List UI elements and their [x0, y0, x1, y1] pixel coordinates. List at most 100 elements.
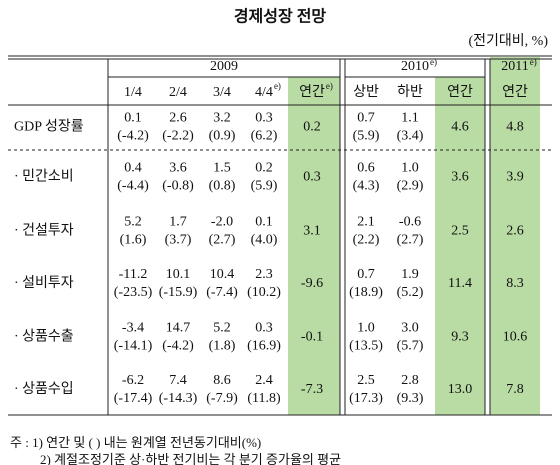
row-label: · 설비투자	[14, 275, 74, 291]
row-label: · 건설투자	[14, 223, 74, 239]
cell-value: 0.2	[255, 161, 273, 176]
cell-yoy: (-15.9)	[159, 285, 198, 300]
column-header: 상반	[353, 84, 379, 100]
row-label: · 민간소비	[14, 169, 74, 185]
cell-value: 10.6	[503, 330, 528, 345]
cell-value: 2.6	[506, 224, 524, 239]
cell-value: 3.2	[213, 111, 231, 126]
cell-yoy: (0.9)	[209, 129, 236, 144]
highlight-column	[288, 77, 340, 415]
cell-value: 3.6	[169, 161, 187, 176]
cell-yoy: (-4.2)	[162, 339, 194, 354]
cell-yoy: (2.7)	[209, 233, 236, 248]
cell-value: 7.8	[506, 382, 524, 397]
cell-value: 1.0	[357, 321, 375, 336]
column-header: 연간	[299, 84, 325, 100]
cell-value: -2.0	[211, 215, 233, 230]
cell-value: 0.3	[255, 111, 273, 126]
cell-value: 1.7	[169, 215, 187, 230]
cell-yoy: (-2.2)	[162, 129, 194, 144]
cell-value: 4.6	[451, 120, 469, 135]
cell-yoy: (6.2)	[251, 129, 278, 144]
cell-value: 3.9	[506, 170, 524, 185]
cell-value: 5.2	[213, 321, 231, 336]
column-header: 3/4	[213, 85, 231, 100]
cell-value: 0.3	[255, 321, 273, 336]
cell-value: 13.0	[448, 382, 473, 397]
note: 2) 계절조정기준 상·하반 전기비는 각 분기 증가율의 평균	[40, 452, 341, 465]
column-header: 2/4	[169, 85, 187, 100]
cell-value: 3.1	[303, 224, 321, 239]
cell-yoy: (2.9)	[397, 179, 424, 194]
row-label: GDP 성장률	[14, 119, 84, 135]
cell-value: -7.3	[301, 382, 323, 397]
cell-value: 1.1	[401, 111, 419, 126]
cell-value: 0.1	[124, 111, 142, 126]
cell-yoy: (5.7)	[397, 339, 424, 354]
column-header: 1/4	[124, 85, 142, 100]
year-header: 2010	[401, 59, 429, 74]
cell-yoy: (-4.4)	[117, 179, 149, 194]
highlight-column	[490, 57, 540, 415]
cell-yoy: (5.9)	[251, 179, 278, 194]
cell-yoy: (-4.2)	[117, 129, 149, 144]
cell-yoy: (17.3)	[349, 391, 383, 406]
cell-yoy: (4.0)	[251, 233, 278, 248]
cell-yoy: (3.4)	[397, 129, 424, 144]
cell-value: 9.3	[451, 330, 469, 345]
cell-value: 0.1	[255, 215, 273, 230]
cell-value: 0.6	[357, 161, 375, 176]
cell-value: -9.6	[301, 276, 323, 291]
cell-yoy: (9.3)	[397, 391, 424, 406]
cell-value: 11.4	[448, 276, 472, 291]
cell-value: -6.2	[122, 373, 144, 388]
cell-yoy: (-23.5)	[114, 285, 153, 300]
cell-value: -3.4	[122, 321, 144, 336]
cell-value: 2.4	[255, 373, 273, 388]
cell-yoy: (18.9)	[349, 285, 383, 300]
cell-yoy: (1.8)	[209, 339, 236, 354]
cell-value: 2.5	[451, 224, 469, 239]
cell-value: 3.6	[451, 170, 469, 185]
cell-value: 1.5	[213, 161, 231, 176]
note: 주 : 1) 연간 및 ( ) 내는 원계열 전년동기대비(%)	[10, 435, 261, 450]
cell-value: 3.0	[401, 321, 419, 336]
highlight-column	[435, 77, 485, 415]
cell-yoy: (-17.4)	[114, 391, 153, 406]
cell-value: 0.2	[303, 120, 321, 135]
year-header: 2009	[210, 59, 238, 74]
column-header: 연간	[447, 84, 473, 100]
row-label: · 상품수입	[14, 381, 74, 397]
cell-value: -0.1	[301, 330, 323, 345]
cell-yoy: (-14.1)	[114, 339, 153, 354]
cell-yoy: (5.2)	[397, 285, 424, 300]
rules	[8, 55, 552, 416]
cell-yoy: (-0.8)	[162, 179, 194, 194]
row-label: · 상품수출	[14, 329, 74, 345]
cell-value: 2.5	[357, 373, 375, 388]
cell-value: 10.4	[210, 267, 235, 282]
unit: (전기대비, %)	[468, 33, 548, 49]
cell-yoy: (4.3)	[353, 179, 380, 194]
superscript: e)	[326, 81, 333, 91]
cell-value: 4.8	[506, 120, 524, 135]
cell-value: 14.7	[166, 321, 191, 336]
cell-value: 2.6	[169, 111, 187, 126]
cell-yoy: (-7.9)	[206, 391, 238, 406]
cell-value: 1.0	[401, 161, 419, 176]
cell-yoy: (-14.3)	[159, 391, 198, 406]
cell-value: 0.4	[124, 161, 142, 176]
cell-value: 8.6	[213, 373, 231, 388]
column-header: 하반	[397, 84, 423, 100]
column-header: 연간	[502, 84, 528, 100]
cell-value: 0.7	[357, 111, 375, 126]
cell-value: 2.3	[255, 267, 273, 282]
cell-value: 10.1	[166, 267, 191, 282]
title: 경제성장 전망	[234, 8, 327, 26]
year-header: 2011	[501, 59, 528, 74]
cell-yoy: (11.8)	[247, 391, 281, 406]
cell-value: 1.9	[401, 267, 419, 282]
superscript: e)	[274, 81, 281, 91]
cell-yoy: (2.2)	[353, 233, 380, 248]
